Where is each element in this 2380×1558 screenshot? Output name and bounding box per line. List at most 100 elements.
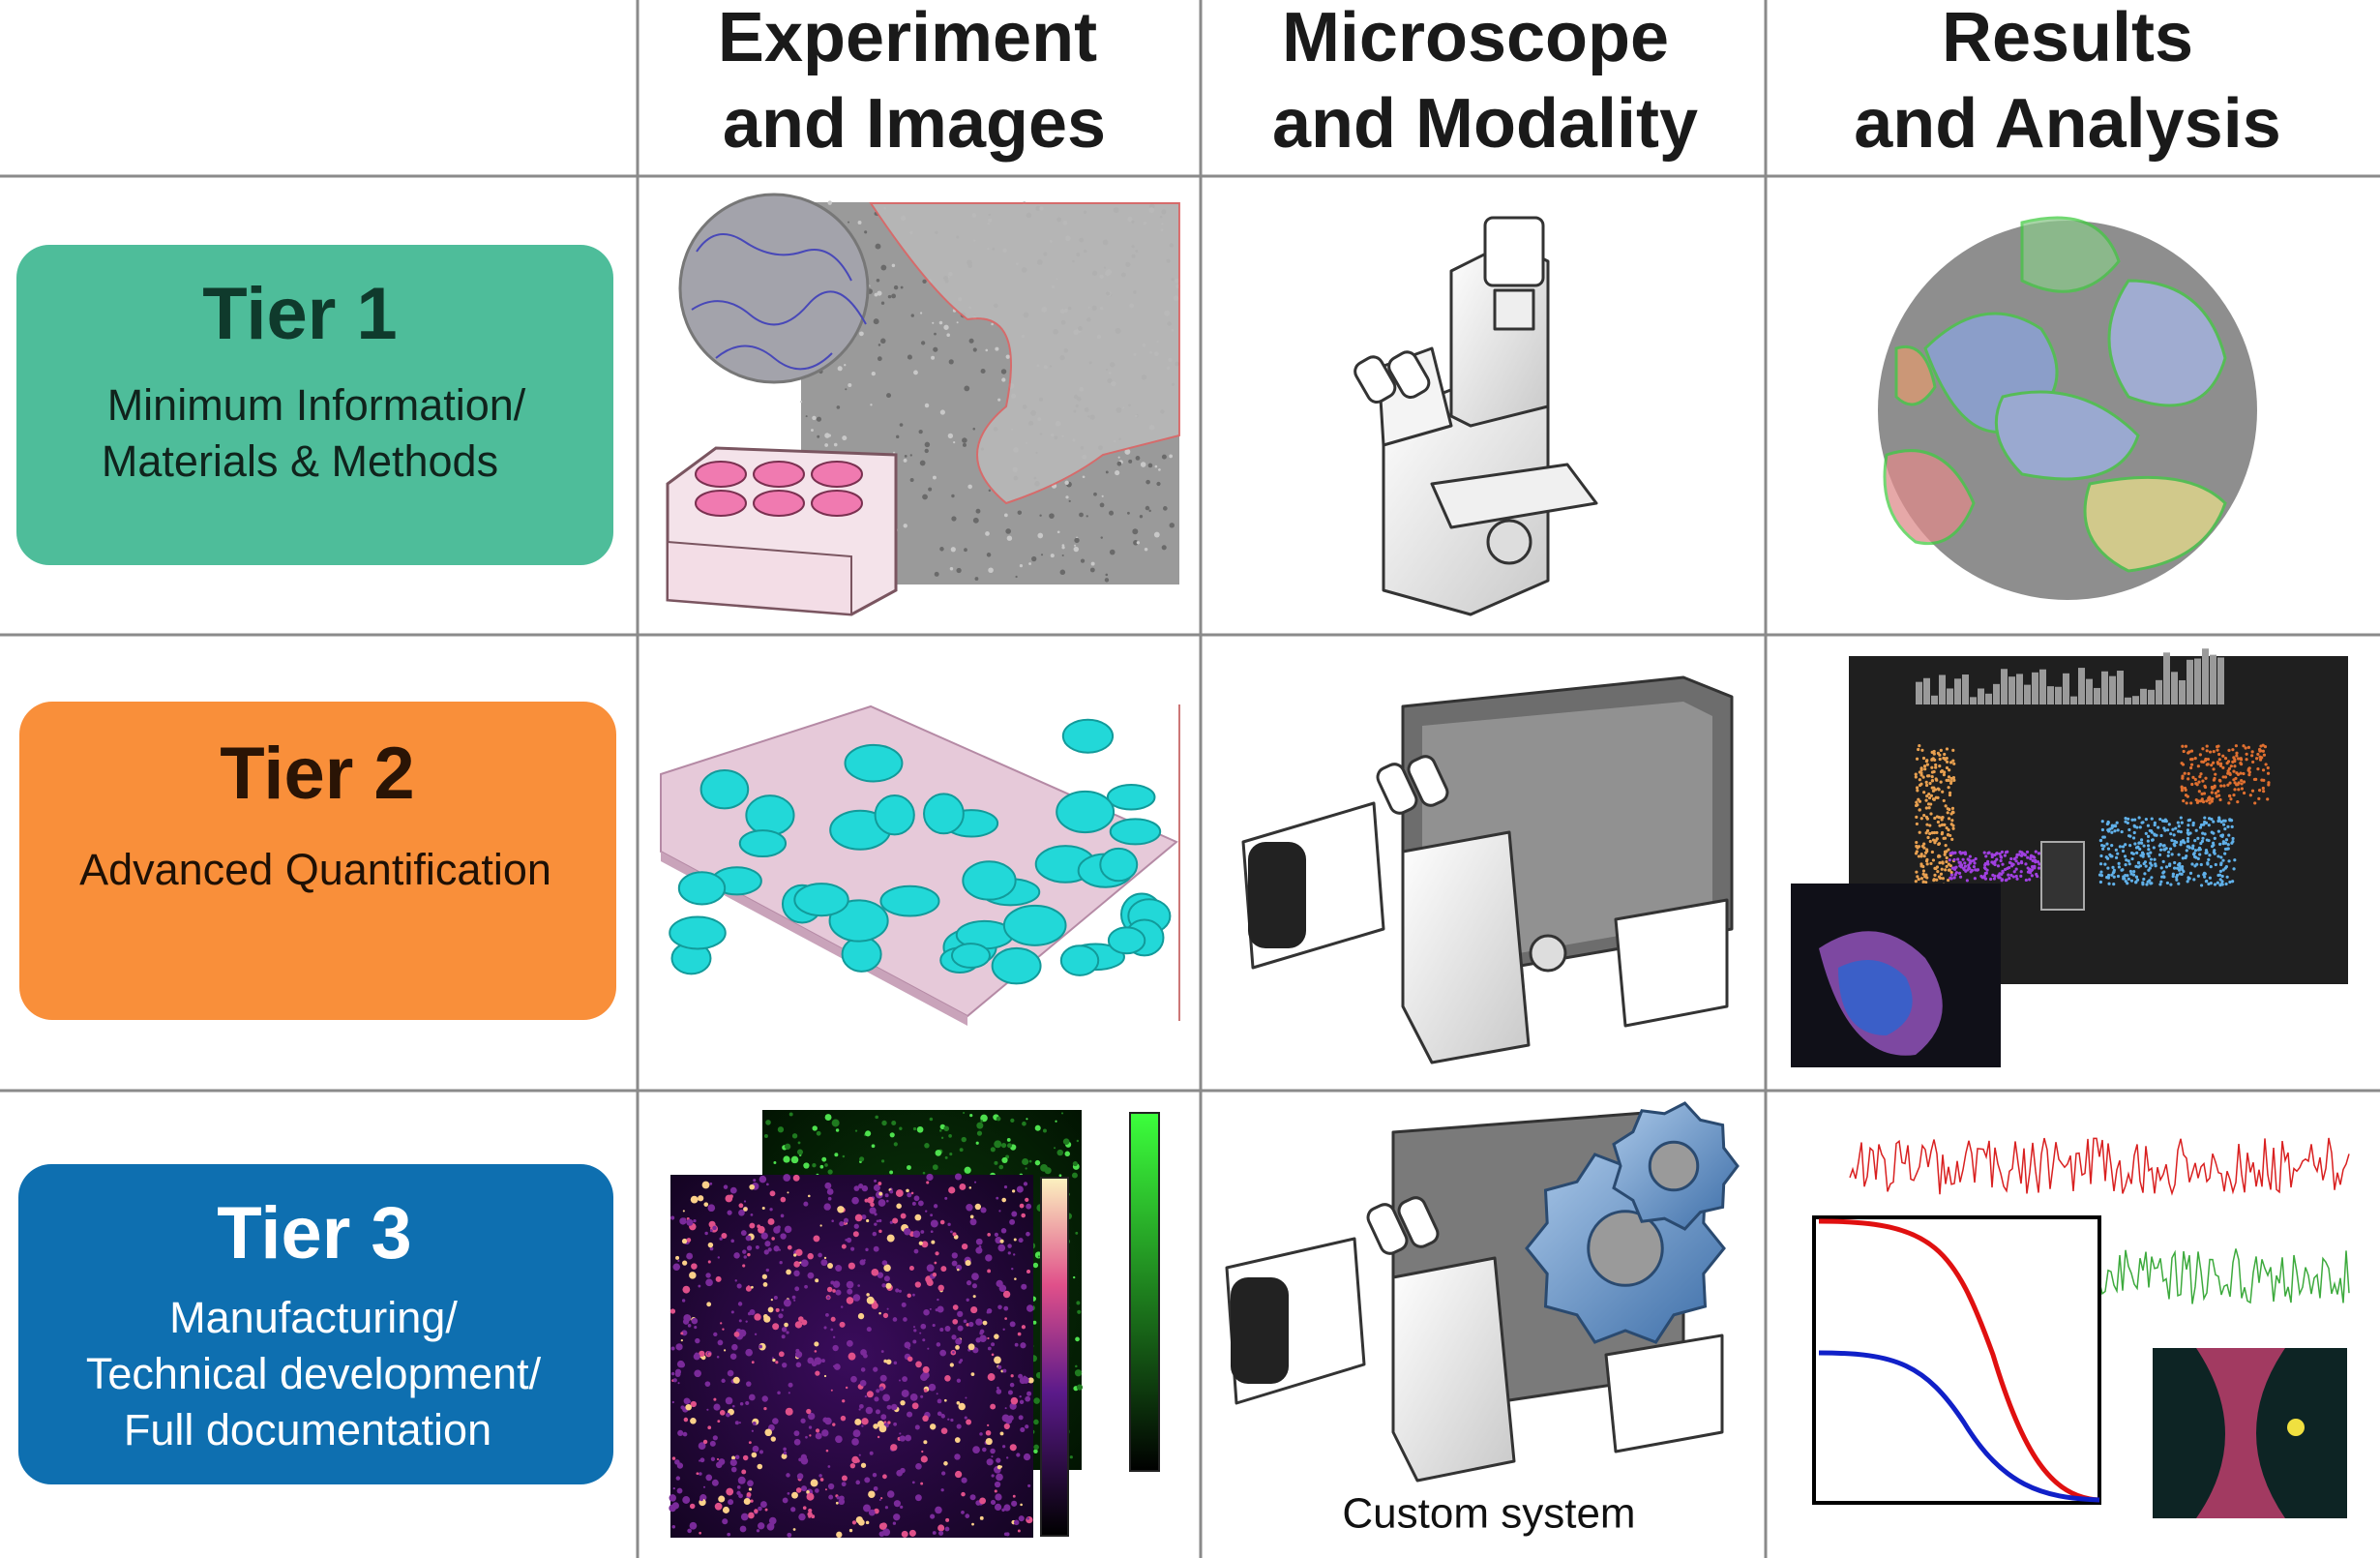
texture bbox=[713, 1403, 721, 1411]
texture bbox=[994, 1140, 1002, 1149]
texture bbox=[1058, 1174, 1062, 1178]
texture bbox=[870, 404, 873, 406]
texture bbox=[876, 1219, 879, 1223]
texture bbox=[2242, 791, 2246, 795]
texture bbox=[2128, 844, 2132, 848]
texture bbox=[971, 1283, 977, 1289]
texture bbox=[2143, 872, 2147, 876]
texture bbox=[1917, 877, 1920, 882]
texture bbox=[871, 1269, 879, 1276]
texture bbox=[990, 1448, 996, 1454]
tier-title: Tier 1 bbox=[202, 273, 397, 355]
texture bbox=[2123, 854, 2127, 858]
texture bbox=[2201, 800, 2206, 804]
texture bbox=[1978, 688, 1984, 704]
texture bbox=[1148, 509, 1151, 513]
texture bbox=[859, 331, 864, 337]
texture bbox=[2070, 696, 2077, 704]
texture bbox=[2242, 744, 2246, 748]
texture bbox=[2106, 847, 2111, 851]
texture bbox=[845, 388, 848, 391]
texture bbox=[686, 1218, 694, 1226]
texture bbox=[2134, 864, 2138, 868]
texture bbox=[1915, 757, 1919, 761]
texture bbox=[1967, 863, 1971, 867]
texture bbox=[851, 1196, 859, 1205]
texture bbox=[1973, 861, 1977, 865]
texture bbox=[704, 1381, 711, 1388]
texture bbox=[2176, 821, 2180, 824]
texture bbox=[727, 1210, 732, 1215]
texture bbox=[2175, 875, 2179, 880]
texture bbox=[936, 1342, 941, 1347]
texture bbox=[2122, 875, 2126, 879]
texture bbox=[913, 1329, 917, 1333]
texture bbox=[682, 1260, 688, 1266]
texture bbox=[2266, 765, 2270, 770]
texture bbox=[952, 1351, 955, 1354]
texture bbox=[2226, 824, 2230, 828]
texture bbox=[963, 1319, 967, 1324]
texture bbox=[1928, 839, 1932, 844]
texture bbox=[1924, 859, 1929, 863]
texture bbox=[869, 1451, 874, 1455]
texture bbox=[1918, 744, 1921, 748]
texture bbox=[1916, 803, 1919, 807]
texture bbox=[1012, 1253, 1016, 1256]
texture bbox=[930, 1219, 938, 1228]
texture bbox=[2100, 843, 2104, 848]
texture bbox=[865, 1406, 874, 1415]
texture bbox=[906, 1188, 909, 1193]
texture bbox=[2125, 858, 2128, 862]
texture bbox=[955, 1337, 963, 1345]
texture bbox=[736, 1283, 742, 1289]
texture bbox=[1154, 464, 1158, 468]
texture bbox=[2216, 854, 2220, 858]
texture bbox=[2104, 855, 2108, 859]
texture bbox=[2078, 668, 2085, 704]
texture bbox=[900, 285, 904, 289]
texture bbox=[900, 1399, 906, 1406]
texture bbox=[730, 1466, 737, 1473]
texture bbox=[887, 1421, 891, 1424]
texture bbox=[857, 221, 862, 225]
texture bbox=[1933, 788, 1938, 792]
texture bbox=[956, 567, 962, 574]
texture bbox=[889, 1132, 895, 1138]
texture bbox=[957, 1310, 964, 1317]
texture bbox=[690, 1400, 697, 1408]
texture bbox=[1069, 1455, 1073, 1459]
texture bbox=[1923, 677, 1930, 704]
texture bbox=[687, 1324, 692, 1328]
texture bbox=[952, 1232, 957, 1237]
texture bbox=[853, 1185, 860, 1191]
texture bbox=[773, 1226, 781, 1234]
texture bbox=[900, 1213, 907, 1219]
texture bbox=[1961, 851, 1965, 854]
texture bbox=[821, 1359, 825, 1363]
texture bbox=[1049, 513, 1055, 519]
texture bbox=[1919, 877, 1924, 881]
texture bbox=[1950, 819, 1954, 823]
texture bbox=[1135, 456, 1141, 461]
texture bbox=[755, 1244, 759, 1249]
texture bbox=[2032, 672, 2038, 704]
texture bbox=[705, 1474, 713, 1482]
texture bbox=[2124, 863, 2127, 867]
texture bbox=[2229, 764, 2233, 768]
texture bbox=[913, 1248, 919, 1254]
texture bbox=[790, 1507, 796, 1513]
texture bbox=[1936, 795, 1940, 799]
texture bbox=[2148, 689, 2155, 704]
texture bbox=[2221, 754, 2225, 758]
texture bbox=[1995, 852, 1999, 855]
texture bbox=[823, 1326, 827, 1330]
texture bbox=[2206, 763, 2210, 766]
texture bbox=[1026, 1304, 1034, 1312]
texture bbox=[1915, 800, 1919, 804]
texture bbox=[907, 1356, 913, 1363]
texture bbox=[2187, 777, 2190, 781]
texture bbox=[890, 1444, 898, 1452]
texture bbox=[1107, 926, 1146, 955]
texture bbox=[2035, 872, 2038, 877]
